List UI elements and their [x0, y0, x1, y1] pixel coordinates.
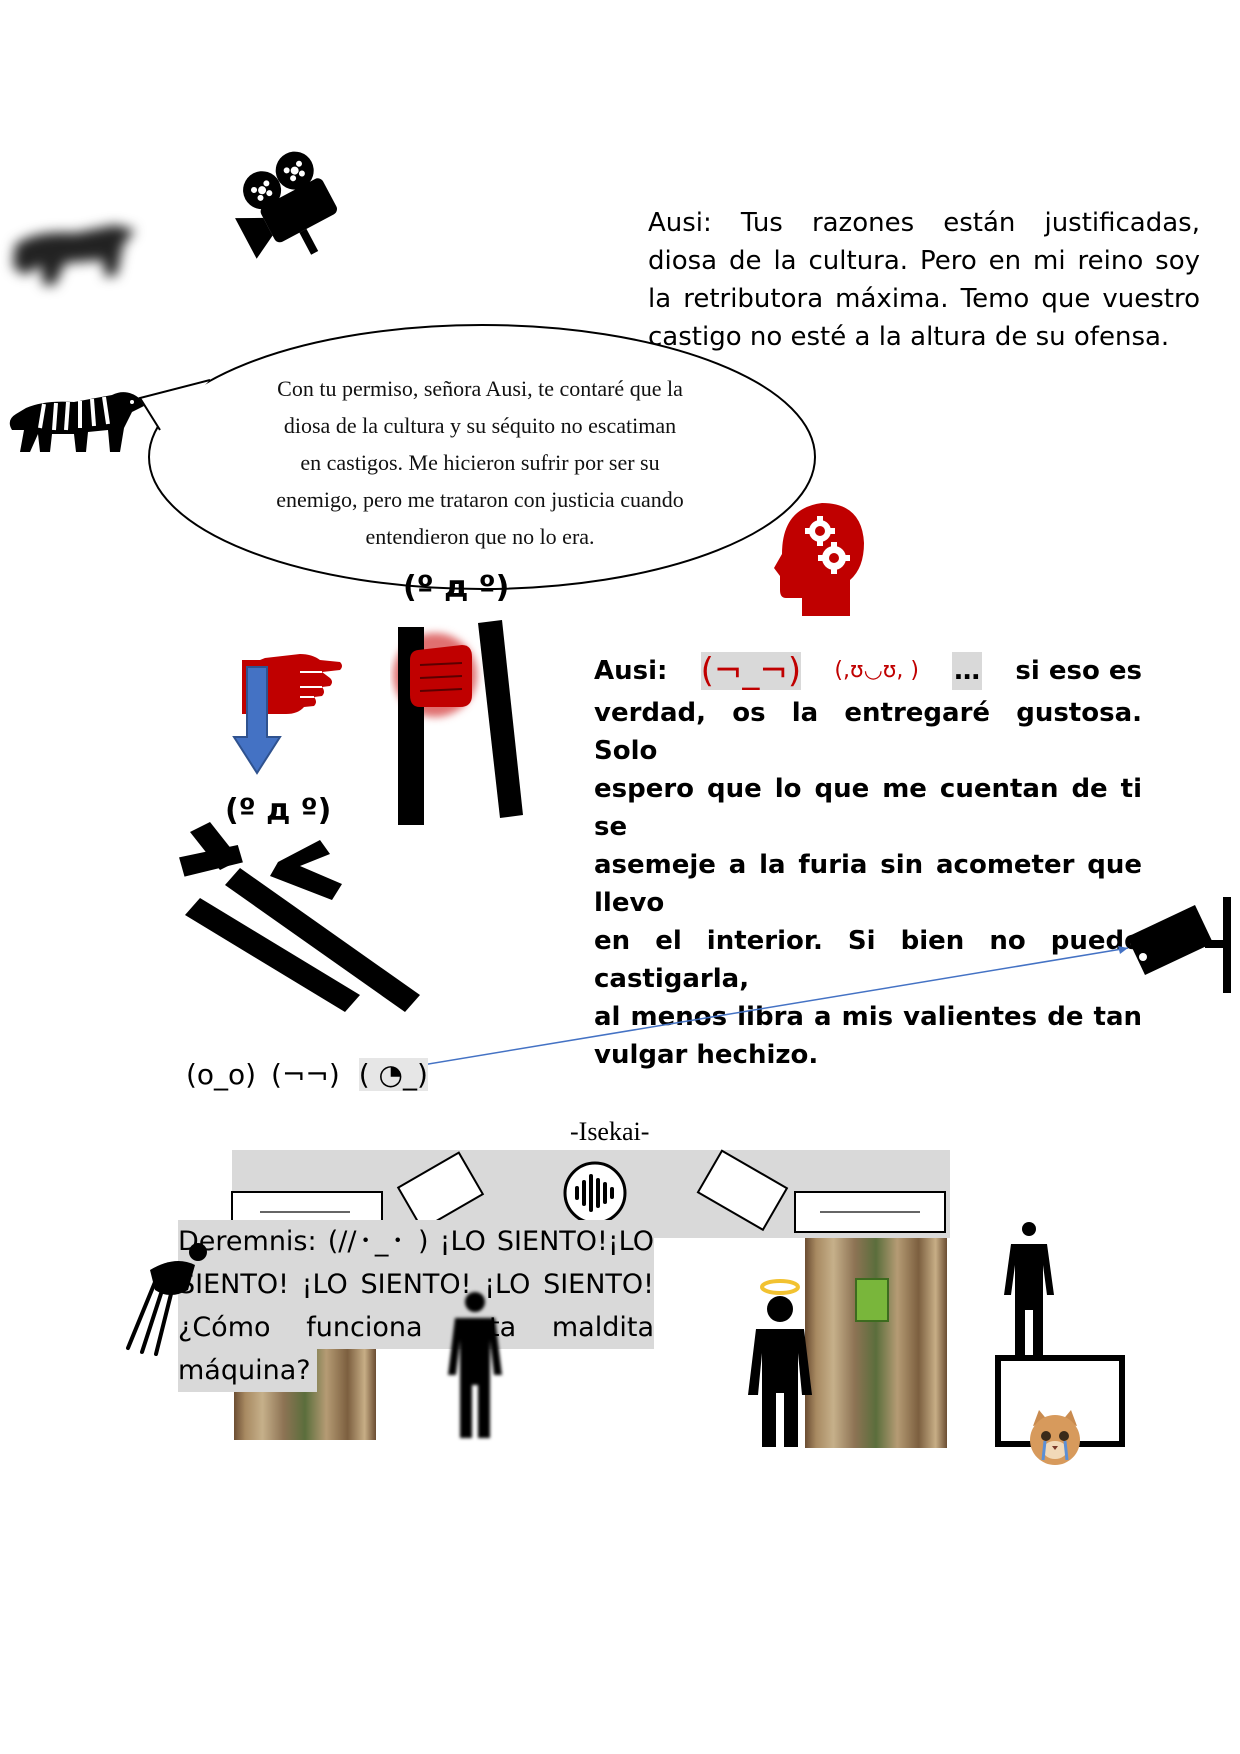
ausi-speech-2-line: vulgar hechizo. [594, 1040, 819, 1070]
movie-camera-icon [235, 151, 338, 259]
booth-phone [855, 1278, 889, 1322]
crying-cat-icon [1030, 1410, 1080, 1465]
ausi-speech-1-line: castigo no esté a la altura de su ofensa… [648, 322, 1170, 352]
bubble-line: enemigo, pero me trataron con justicia c… [276, 487, 684, 512]
ausi-speaker-label: Ausi: [594, 656, 668, 686]
kaomoji-row: (o_o) (¬¬) ( ◔_) [186, 1058, 428, 1091]
kaomoji-shocked-left: (º д º) [225, 793, 332, 828]
falling-person-icon [126, 1243, 207, 1356]
kaomoji-shocked-top: (º д º) [403, 570, 510, 605]
deremnis-line: ¿Cómo funciona esta maldita [178, 1306, 654, 1349]
kaomoji-neutral: (o_o) [186, 1058, 257, 1091]
deremnis-line: máquina? [178, 1349, 317, 1392]
kaomoji-smug: (,ʊ◡ʊ, ) [834, 658, 919, 683]
down-arrow-icon [232, 666, 282, 775]
ausi-speech-2-line: verdad, os la entregaré gustosa. Solo [594, 698, 1142, 766]
fallen-shapes-graphic [179, 822, 420, 1012]
kaomoji-side-eye: (¬¬) [271, 1058, 340, 1091]
kaomoji-peek: ( ◔_) [358, 1058, 428, 1091]
bubble-line: Con tu permiso, señora Ausi, te contaré … [277, 376, 683, 401]
ausi-speech-2-line: asemeje a la furia sin acometer que llev… [594, 850, 1142, 918]
tiger-icon [9, 392, 144, 452]
ausi-speech-2-line: espero que lo que me cuentan de ti se [594, 774, 1142, 842]
blurred-animal-icon [13, 225, 135, 285]
bubble-text: Con tu permiso, señora Ausi, te contaré … [235, 370, 725, 550]
ausi-speech-1: Ausi: Tus razones están justificadas, di… [648, 204, 1200, 356]
ausi-speech-1-line: la retributora máxima. Temo que vuestro [648, 284, 1200, 314]
deremnis-line: SIENTO! ¡LO SIENTO! ¡LO SIENTO! [178, 1263, 654, 1306]
bars-fist-graphic [393, 620, 523, 825]
ausi-speech-1-line: Ausi: Tus razones están justificadas, [648, 208, 1200, 238]
security-camera-icon [1127, 897, 1231, 993]
ausi-speech-2-line: al menos libra a mis valientes de tan [594, 1002, 1142, 1032]
speech-bubble [138, 324, 816, 590]
fist-icon [410, 645, 472, 707]
ausi-speech-2-line1-end: si eso es [1015, 656, 1142, 686]
person-icon [448, 1292, 502, 1438]
deremnis-line: Deremnis: (//･_･ ) ¡LO SIENTO!¡LO [178, 1220, 654, 1263]
person-icon [1004, 1222, 1054, 1358]
kaomoji-annoyed: (¬_¬) [700, 651, 802, 691]
isekai-title: -Isekai- [570, 1117, 650, 1146]
bubble-line: en castigos. Me hicieron sufrir por ser … [300, 450, 660, 475]
ausi-speech-2: Ausi: (¬_¬) (,ʊ◡ʊ, ) … si eso es verdad,… [594, 648, 1142, 1074]
deremnis-speech: Deremnis: (//･_･ ) ¡LO SIENTO!¡LO SIENTO… [178, 1220, 654, 1392]
angel-person-icon [748, 1279, 812, 1447]
ellipsis: … [952, 652, 983, 690]
head-gears-icon [774, 503, 864, 616]
bubble-line: diosa de la cultura y su séquito no esca… [283, 413, 677, 438]
audio-wave-icon [563, 1161, 627, 1225]
phone-booth-right [805, 1238, 947, 1448]
bubble-line: entendieron que no lo era. [365, 524, 595, 549]
ausi-speech-1-line: diosa de la cultura. Pero en mi reino so… [648, 246, 1200, 276]
ausi-speech-2-line: en el interior. Si bien no puedo castiga… [594, 926, 1142, 994]
